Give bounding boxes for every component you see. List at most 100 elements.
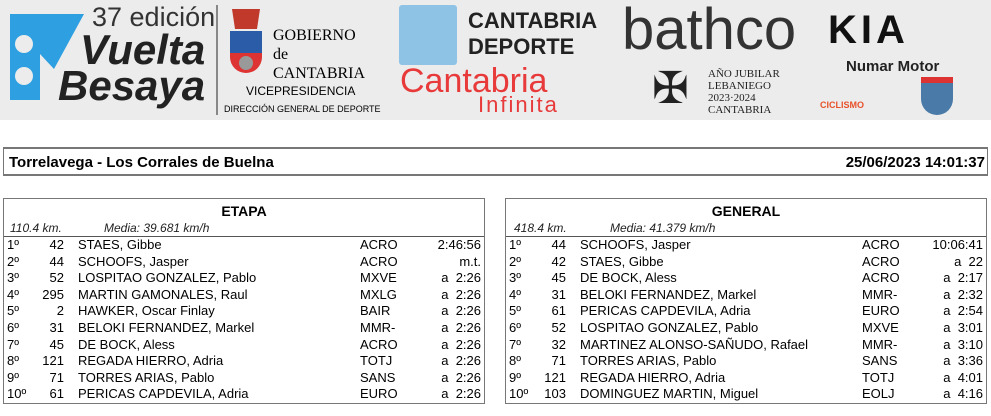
table-row: 5º 2 HAWKER, Oscar Finlay BAIR a 2:26: [4, 303, 484, 320]
cell-time: a 2:26: [441, 386, 481, 402]
cell-name: LOSPITAO GONZALEZ, Pablo: [78, 270, 257, 286]
average-speed: Media: 41.379 km/h: [610, 221, 716, 235]
direccion-text: DIRECCIÓN GENERAL DE DEPORTE: [224, 104, 381, 114]
cell-num: 45: [49, 336, 64, 352]
table-row: 7º 45 DE BOCK, Aless ACRO a 2:26: [4, 337, 484, 354]
cell-num: 61: [49, 386, 64, 402]
cantabria-deporte-icon: [399, 5, 457, 65]
cell-num: 103: [544, 386, 566, 402]
cell-num: 52: [551, 319, 566, 335]
cell-time: a 2:26: [441, 369, 481, 385]
cell-pos: 10º: [7, 386, 27, 402]
table-row: 10º 61 PERICAS CAPDEVILA, Adria EURO a 2:26: [4, 386, 484, 403]
cell-time: a 4:01: [943, 369, 983, 385]
cell-team: MMR-: [862, 336, 898, 352]
cell-num: 44: [49, 253, 64, 269]
cell-name: MARTIN GAMONALES, Raul: [78, 286, 248, 302]
table-title: ETAPA: [221, 203, 267, 219]
cell-pos: 9º: [7, 369, 19, 385]
cell-name: DOMINGUEZ MARTIN, Miguel: [580, 386, 759, 402]
cell-time: a 3:36: [943, 353, 983, 369]
cell-time: a 4:16: [943, 386, 983, 402]
gobierno-line: CANTABRIA: [273, 65, 366, 82]
ciclismo-text: CICLISMO: [820, 100, 864, 110]
cell-pos: 8º: [7, 353, 19, 369]
cell-team: SANS: [862, 353, 898, 369]
cell-team: ACRO: [862, 253, 900, 269]
general-table: GENERAL 418.4 km. Media: 41.379 km/h 1º 4…: [505, 198, 987, 404]
cell-num: 61: [551, 303, 566, 319]
cell-pos: 10º: [509, 386, 529, 402]
bathco-logo: bathco: [622, 0, 797, 62]
table-title: GENERAL: [711, 203, 781, 219]
cell-team: MXVE: [862, 319, 899, 335]
cell-team: TOTJ: [360, 353, 393, 369]
table-row: 6º 52 LOSPITAO GONZALEZ, Pablo MXVE a 3:01: [506, 320, 986, 337]
cell-name: SCHOOFS, Jasper: [580, 237, 691, 252]
cell-num: 121: [42, 353, 64, 369]
distance: 418.4 km.: [514, 221, 567, 235]
cell-name: STAES, Gibbe: [78, 237, 162, 252]
divider: [4, 236, 484, 237]
edition-text: 37 edición: [92, 2, 216, 32]
cell-num: 71: [551, 353, 566, 369]
cell-time: a 2:26: [441, 319, 481, 335]
cell-time: a 2:17: [943, 270, 983, 286]
cell-name: DE BOCK, Aless: [580, 270, 677, 286]
cell-num: 42: [49, 237, 64, 252]
cell-team: ACRO: [862, 270, 900, 286]
cell-name: LOSPITAO GONZALEZ, Pablo: [580, 319, 759, 335]
cell-name: SCHOOFS, Jasper: [78, 253, 189, 269]
cell-pos: 1º: [509, 237, 521, 252]
cell-time: a 2:26: [441, 303, 481, 319]
cell-pos: 6º: [7, 319, 19, 335]
table-row: 3º 45 DE BOCK, Aless ACRO a 2:17: [506, 270, 986, 287]
cell-name: PERICAS CAPDEVILA, Adria: [580, 303, 751, 319]
cell-name: REGADA HIERRO, Adria: [78, 353, 224, 369]
table-row: 1º 42 STAES, Gibbe ACRO 2:46:56: [4, 237, 484, 254]
cell-time: a 22: [954, 253, 983, 269]
cell-name: PERICAS CAPDEVILA, Adria: [78, 386, 249, 402]
cell-name: BELOKI FERNANDEZ, Markel: [580, 286, 757, 302]
cell-pos: 3º: [509, 270, 521, 286]
cell-num: 44: [551, 237, 566, 252]
cell-team: TOTJ: [862, 369, 895, 385]
cell-pos: 7º: [7, 336, 19, 352]
cell-team: MMR-: [360, 319, 396, 335]
cell-pos: 6º: [509, 319, 521, 335]
cell-team: ACRO: [360, 253, 398, 269]
cell-pos: 5º: [7, 303, 19, 319]
distance: 110.4 km.: [10, 221, 62, 235]
jubilar-line: LEBANIEGO: [708, 80, 771, 92]
table-row: 8º 71 TORRES ARIAS, Pablo SANS a 3:36: [506, 353, 986, 370]
gobierno-line: GOBIERNO: [273, 27, 356, 44]
kia-logo: KIA: [828, 8, 909, 52]
cell-name: MARTINEZ ALONSO-SAÑUDO, Rafael: [580, 336, 809, 352]
cantabria-shield-icon: [921, 77, 953, 115]
cd-line: CANTABRIA: [468, 8, 598, 33]
table-row: 9º 121 REGADA HIERRO, Adria TOTJ a 4:01: [506, 370, 986, 387]
cell-team: EURO: [862, 303, 900, 319]
route-title: Torrelavega - Los Corrales de Buelna: [9, 154, 274, 171]
cell-team: ACRO: [360, 237, 398, 252]
cell-num: 295: [42, 286, 64, 302]
divider: [506, 236, 986, 237]
table-row: 2º 44 SCHOOFS, Jasper ACRO m.t.: [4, 254, 484, 271]
cell-team: EURO: [360, 386, 398, 402]
table-row: 2º 42 STAES, Gibbe ACRO a 22: [506, 254, 986, 271]
cell-time: a 2:26: [441, 286, 481, 302]
cell-pos: 4º: [509, 286, 521, 302]
cell-pos: 8º: [509, 353, 521, 369]
cell-time: a 2:32: [943, 286, 983, 302]
cell-time: a 2:54: [943, 303, 983, 319]
cell-num: 71: [49, 369, 64, 385]
cell-name: DE BOCK, Aless: [78, 336, 175, 352]
cell-name: BELOKI FERNANDEZ, Markel: [78, 319, 255, 335]
cell-num: 121: [544, 369, 566, 385]
gobierno-line: de: [273, 46, 289, 63]
cell-num: 32: [551, 336, 566, 352]
cell-team: MXVE: [360, 270, 397, 286]
cross-icon: ✠: [652, 64, 689, 113]
cell-team: SANS: [360, 369, 396, 385]
cell-name: REGADA HIERRO, Adria: [580, 369, 726, 385]
